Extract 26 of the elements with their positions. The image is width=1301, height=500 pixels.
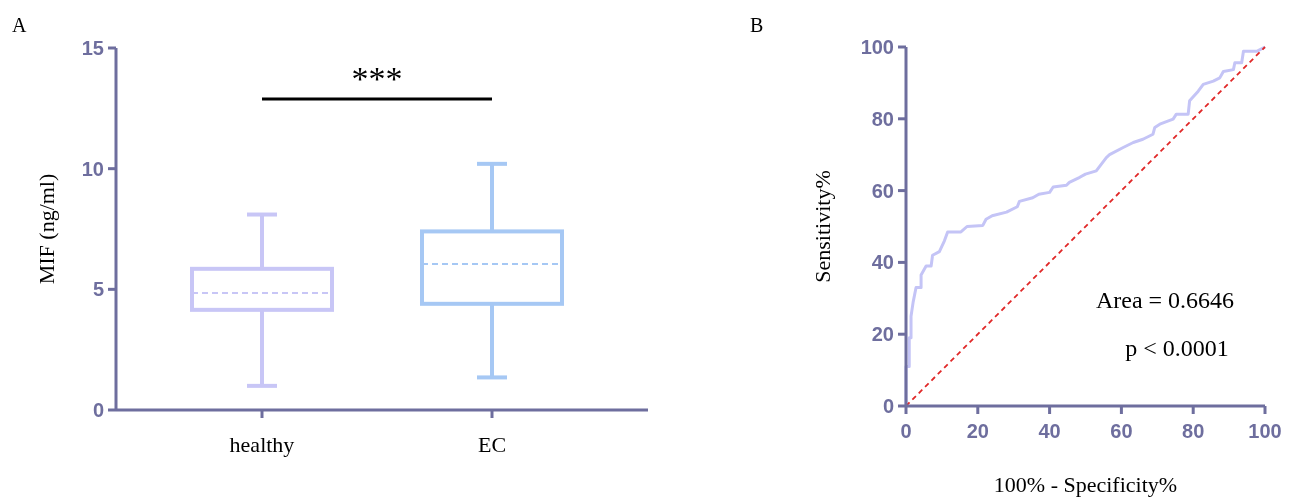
y-tick-label: 0: [92, 399, 104, 421]
y-tick-label: 5: [92, 278, 104, 301]
chart-title: A: [12, 14, 27, 36]
y-tick-label: 40: [871, 251, 894, 274]
annotation: p < 0.0001: [1125, 335, 1229, 361]
x-tick-label: 40: [1038, 420, 1061, 442]
x-tick-label: 20: [966, 420, 989, 442]
y-tick-label: 80: [871, 107, 894, 130]
x-tick-label: 80: [1182, 420, 1205, 442]
y-tick-label: 20: [871, 323, 894, 346]
y-tick-label: 0: [882, 395, 894, 417]
x-tick-label: EC: [477, 432, 507, 457]
y-tick-label: 60: [871, 179, 894, 202]
x-tick-label: 0: [900, 420, 912, 442]
y-tick-label: 100: [860, 36, 894, 58]
x-tick-label: 100: [1248, 420, 1282, 442]
y-axis-title: MIF (ng/ml): [34, 173, 59, 285]
y-tick-label: 10: [81, 157, 104, 180]
x-tick-label: healthy: [229, 432, 295, 457]
x-axis-title: 100% - Specificity%: [993, 472, 1178, 497]
y-axis-title: Sensitivity%: [810, 170, 835, 283]
x-tick-label: 60: [1110, 420, 1133, 442]
chart-title: B: [750, 14, 764, 36]
annotation: Area = 0.6646: [1095, 287, 1235, 313]
annotation: ***: [351, 60, 403, 97]
y-tick-label: 15: [81, 37, 104, 59]
